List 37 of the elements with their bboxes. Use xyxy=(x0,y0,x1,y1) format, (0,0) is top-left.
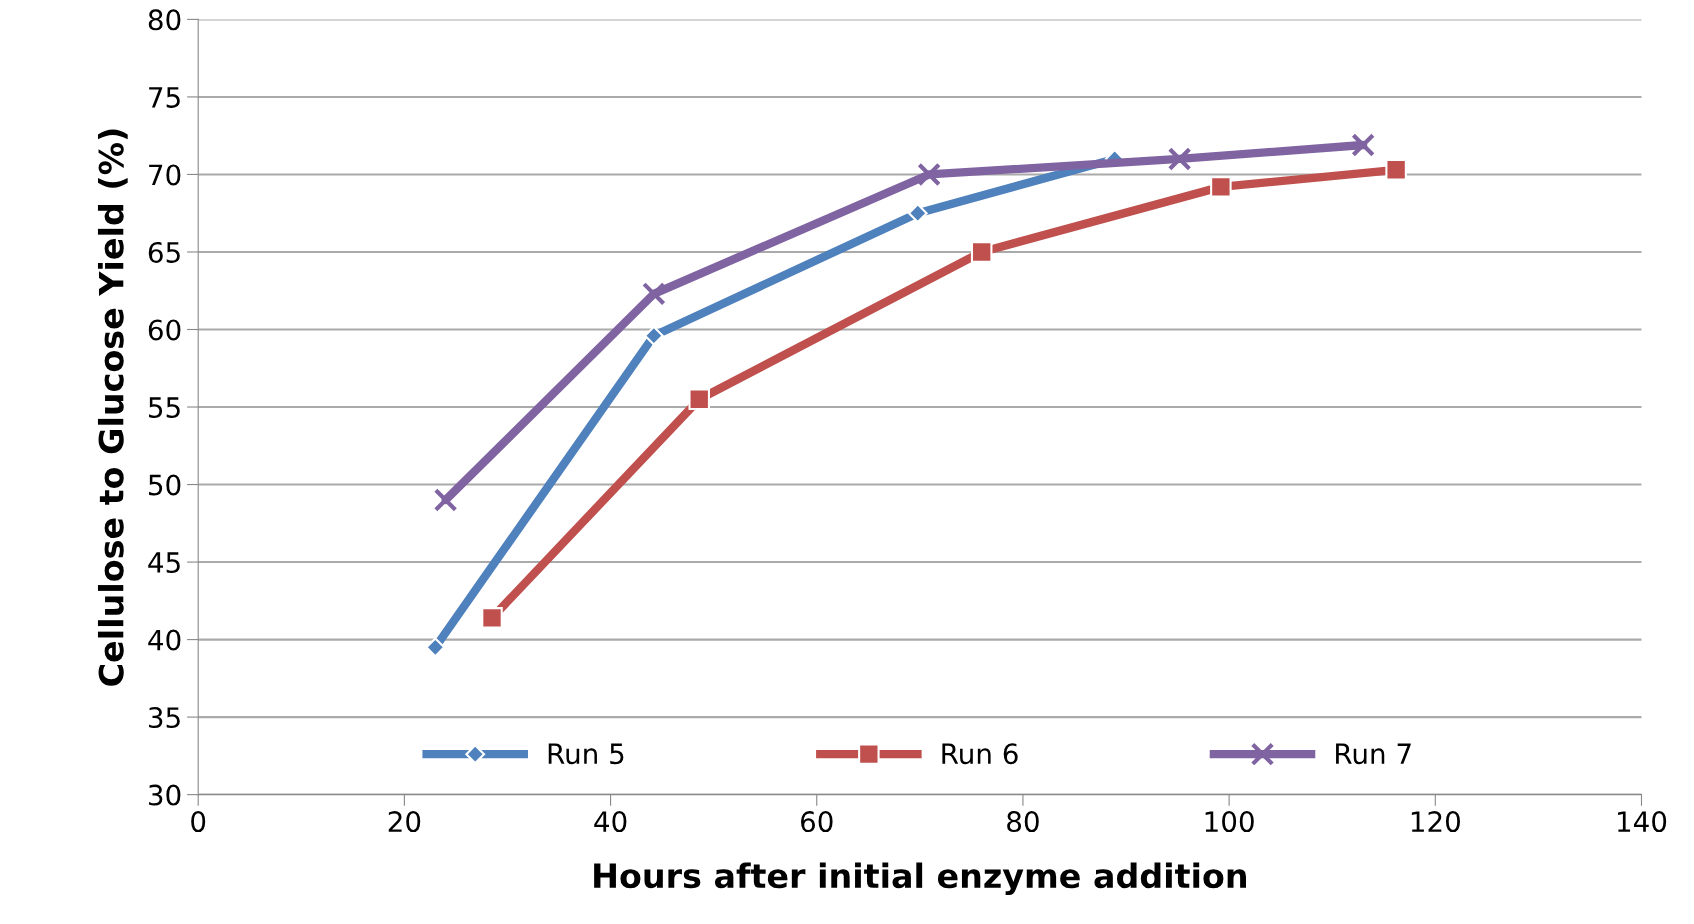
point xyxy=(688,388,710,411)
x-tick-label: 120 xyxy=(1411,811,1460,833)
point xyxy=(642,282,666,306)
legend-label: Run 5 xyxy=(548,743,624,765)
y-tick-label: 30 xyxy=(149,784,181,806)
legend-label: Run 7 xyxy=(1336,743,1411,765)
x-tick-label: 80 xyxy=(1007,811,1039,833)
y-tick-label: 40 xyxy=(148,629,181,651)
point xyxy=(425,637,446,658)
x-tick-label: 40 xyxy=(594,811,627,833)
point xyxy=(907,203,928,224)
point xyxy=(1351,133,1375,157)
y-tick-label: 80 xyxy=(148,9,181,31)
y-tick-label: 65 xyxy=(148,241,180,263)
point xyxy=(970,241,993,263)
point xyxy=(1210,176,1232,198)
y-tick-label: 50 xyxy=(149,474,181,496)
y-tick-label: 55 xyxy=(149,397,180,418)
x-tick-label: 140 xyxy=(1618,811,1667,833)
point xyxy=(1385,159,1407,181)
point xyxy=(917,162,941,187)
x-axis-title: Hours after initial enzyme addition xyxy=(594,862,1246,896)
point xyxy=(1167,147,1192,171)
x-tick-label: 100 xyxy=(1205,811,1254,833)
x-tick-label: 60 xyxy=(801,811,833,833)
point xyxy=(643,325,664,346)
y-tick-label: 60 xyxy=(148,319,181,341)
y-tick-label: 35 xyxy=(149,707,180,729)
point xyxy=(481,607,503,629)
x-tick-label: 0 xyxy=(191,811,206,833)
y-tick-label: 70 xyxy=(149,164,181,186)
y-axis-title: Cellulose to Glucose Yield (%) xyxy=(97,129,128,686)
legend-label: Run 6 xyxy=(942,743,1018,765)
x-tick-label: 20 xyxy=(388,811,421,833)
y-tick-label: 75 xyxy=(149,87,180,108)
point xyxy=(433,488,458,512)
y-tick-label: 45 xyxy=(148,552,180,574)
